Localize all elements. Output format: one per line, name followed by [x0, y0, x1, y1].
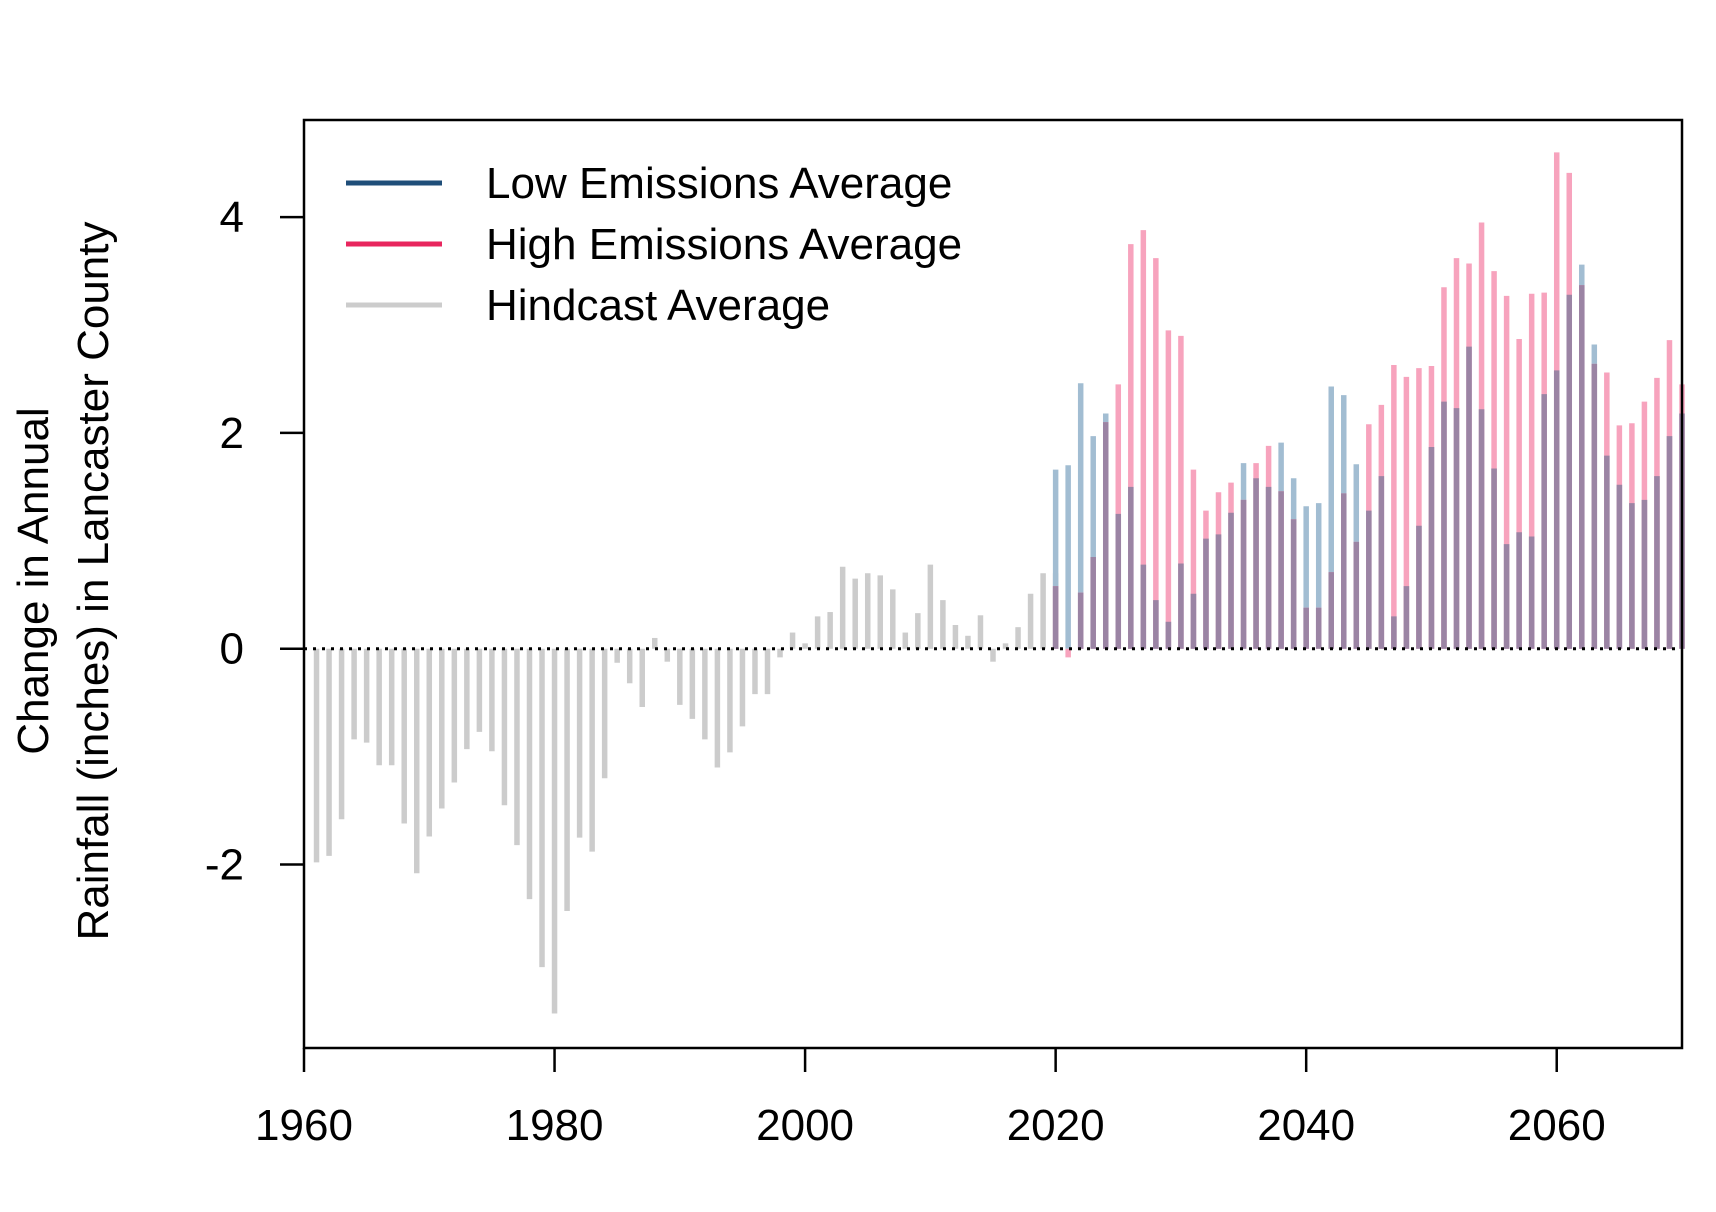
x-tick-label: 2000: [756, 1101, 854, 1150]
y-axis-label-line-1: Change in Annual: [9, 407, 58, 754]
x-tick-label: 2060: [1508, 1101, 1606, 1150]
y-axis-label-line-2: Rainfall (inches) in Lancaster County: [69, 221, 118, 940]
x-axis: 1960 1980 2000 2020 2040 2060: [255, 1048, 1606, 1150]
x-tick-label: 1960: [255, 1101, 353, 1150]
legend-label: Hindcast Average: [486, 281, 830, 330]
y-tick-label: 4: [220, 193, 244, 242]
y-tick-label: -2: [205, 841, 244, 890]
y-tick-label: 0: [220, 625, 244, 674]
x-tick-label: 2020: [1007, 1101, 1105, 1150]
overlap-bars: [1052, 285, 1685, 649]
y-axis-label: Change in Annual Rainfall (inches) in La…: [9, 221, 118, 940]
hindcast-bars: [313, 564, 1059, 1014]
x-tick-label: 2040: [1257, 1101, 1355, 1150]
legend-label: High Emissions Average: [486, 220, 962, 269]
y-tick-label: 2: [220, 409, 244, 458]
legend: Low Emissions Average High Emissions Aver…: [346, 159, 962, 330]
plot-frame: [302, 118, 1684, 1050]
legend-label: Low Emissions Average: [486, 159, 952, 208]
x-tick-label: 1980: [506, 1101, 604, 1150]
y-axis: -2 0 2 4: [205, 193, 304, 890]
